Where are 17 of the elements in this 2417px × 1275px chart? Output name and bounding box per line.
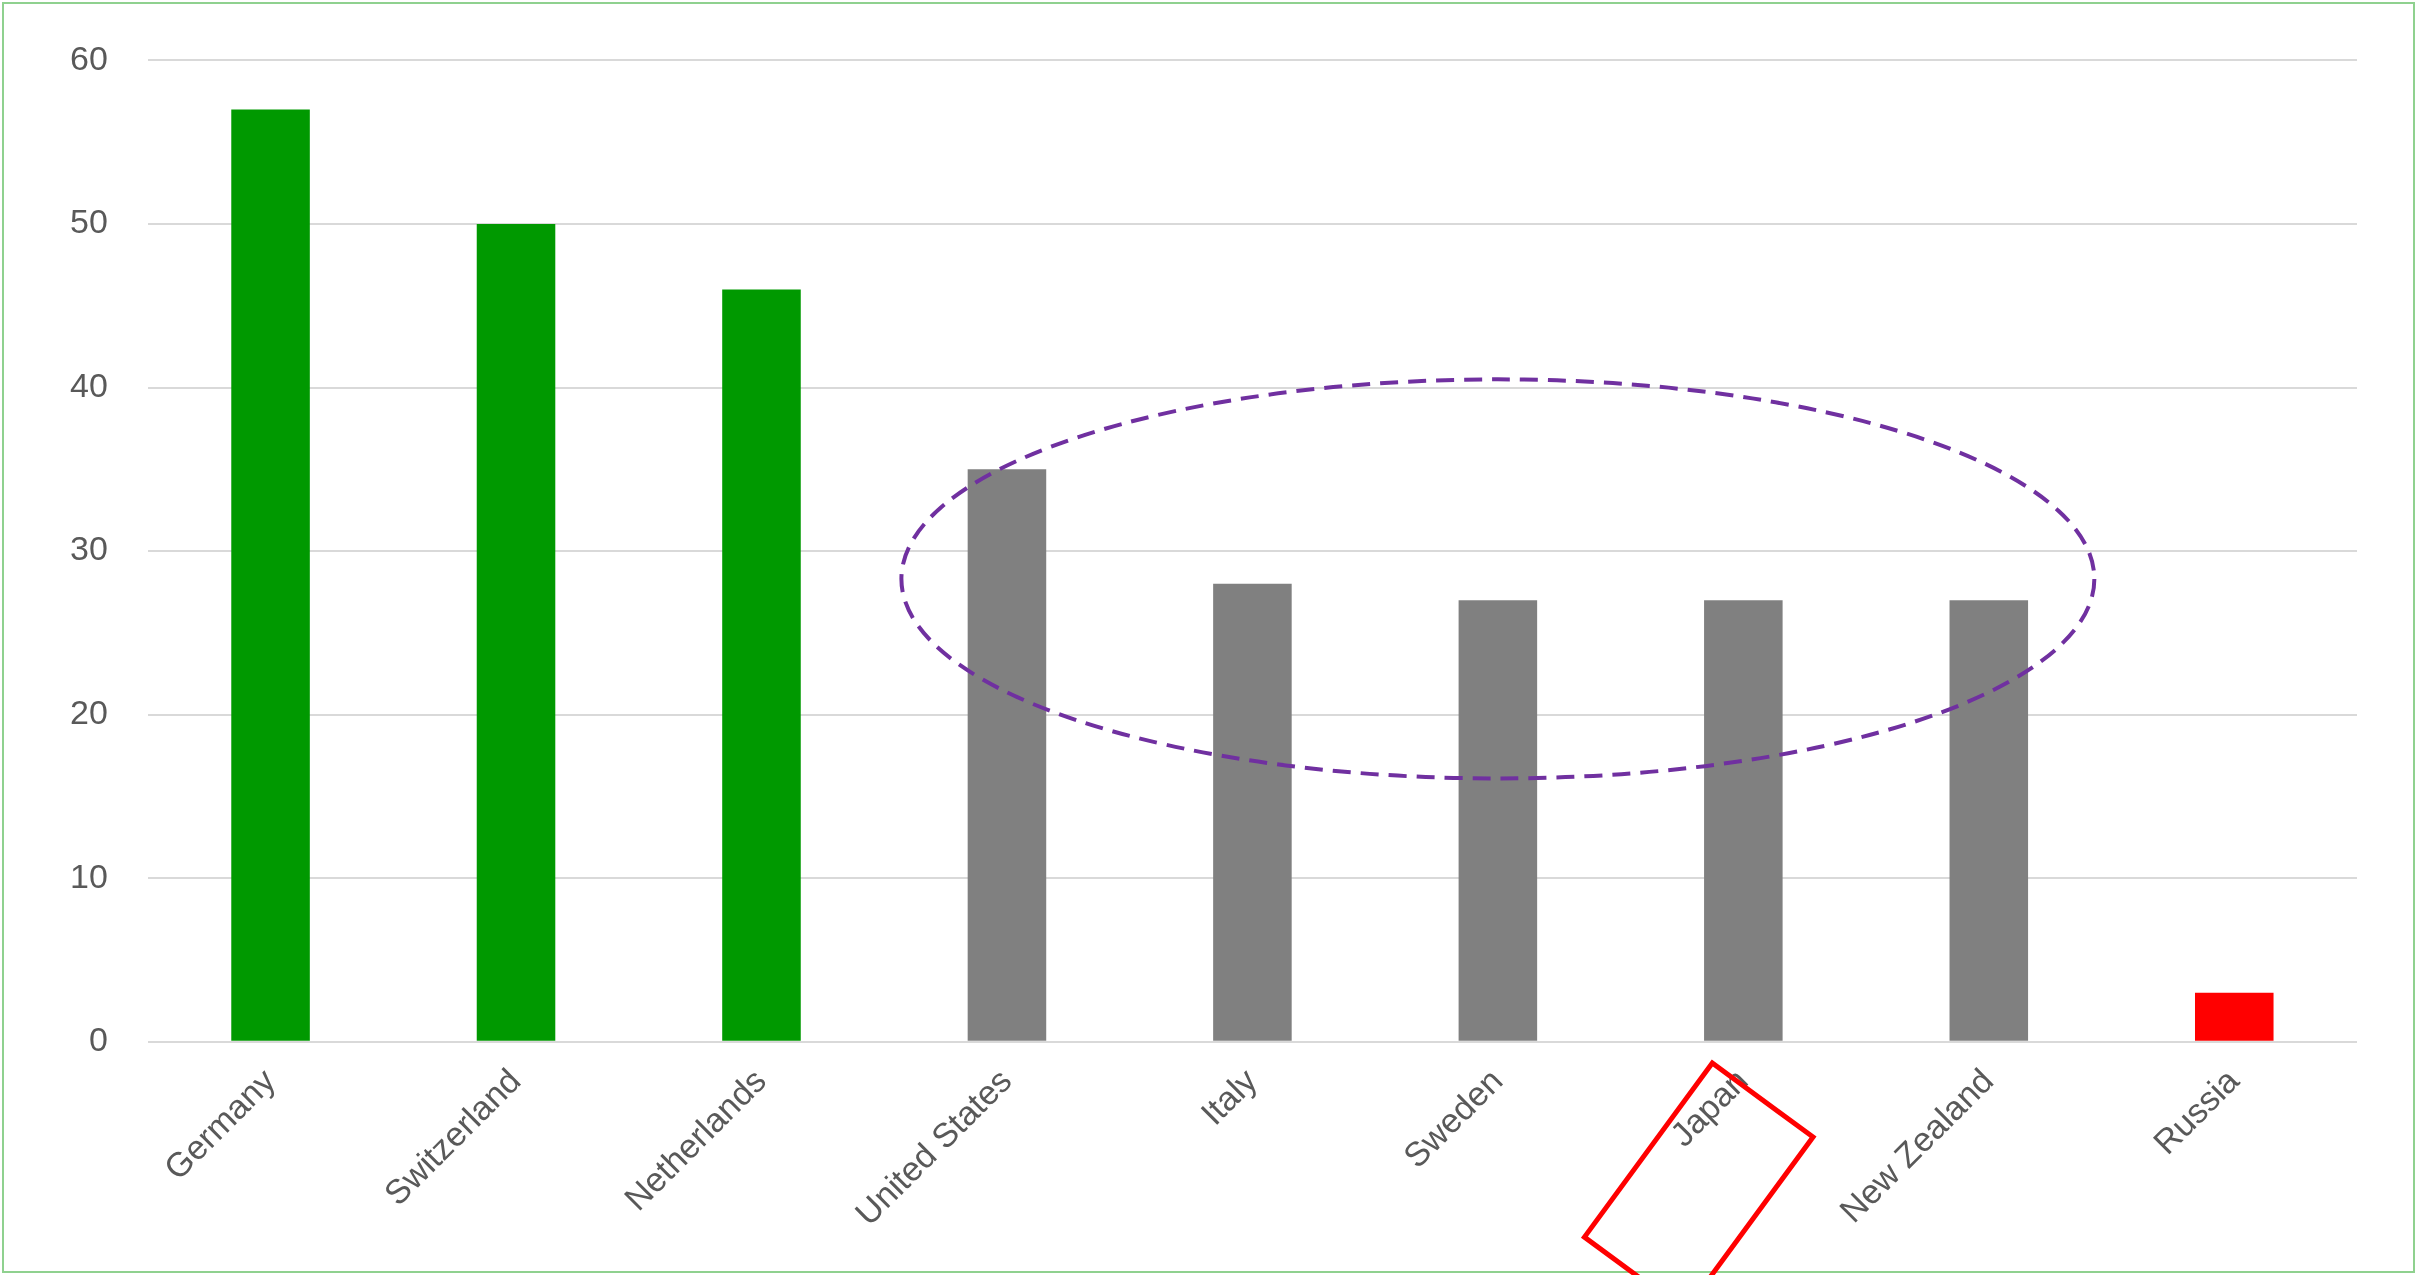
y-tick-label: 40 (69, 365, 108, 404)
y-tick-label: 0 (88, 1020, 108, 1059)
bar (231, 109, 310, 1041)
y-tick-label: 50 (69, 202, 108, 241)
bar (1213, 583, 1292, 1041)
y-tick-label: 30 (69, 529, 108, 568)
bar (1704, 600, 1783, 1041)
bar (2194, 992, 2274, 1041)
bar (722, 289, 801, 1041)
x-tick-label: Italy (1193, 1060, 1264, 1132)
bar (476, 223, 556, 1041)
bar (1458, 600, 1538, 1041)
y-tick-label: 10 (69, 856, 108, 895)
bar (1949, 600, 2029, 1041)
y-tick-label: 60 (69, 38, 108, 77)
bar (967, 469, 1047, 1041)
y-tick-label: 20 (69, 693, 108, 732)
